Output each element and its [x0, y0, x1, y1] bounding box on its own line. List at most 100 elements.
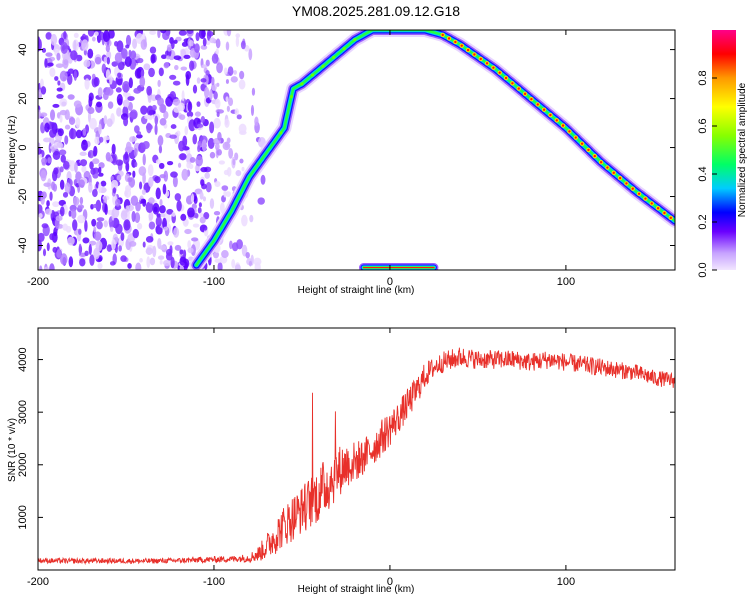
spectrogram-noise-blob [152, 245, 157, 258]
spectrogram-noise-blob [149, 46, 157, 54]
spectrogram-noise-blob [162, 217, 167, 230]
spectrogram-ridge-layer [189, 30, 675, 270]
spectrogram-noise-blob [77, 204, 85, 210]
spectrogram-ytick-label: 40 [17, 43, 29, 55]
spectrogram-noise-blob [209, 37, 216, 44]
spectrogram-noise-blob [94, 231, 102, 241]
spectrogram-ridge-bead-core [523, 92, 527, 96]
spectrogram-noise-blob [226, 105, 230, 112]
spectrogram-noise-blob [163, 111, 169, 120]
spectrogram-noise-blob [73, 100, 82, 108]
spectrogram-noise-blob [145, 247, 153, 255]
spectrogram-noise-blob [41, 191, 47, 199]
spectrogram-noise-blob [189, 156, 196, 163]
spectrogram-noise-blob [221, 250, 229, 259]
spectrogram-noise-blob [216, 111, 220, 118]
spectrogram-noise-blob [163, 62, 170, 69]
spectrogram-noise-blob [217, 261, 223, 270]
spectrogram-noise-blob [54, 76, 59, 81]
spectrogram-noise-blob [93, 247, 100, 260]
spectrogram-noise-blob [146, 85, 152, 96]
spectrogram-noise-blob [172, 175, 178, 188]
spectrogram-noise-blob [158, 145, 163, 154]
spectrogram-noise-blob [147, 164, 154, 177]
spectrogram-noise-blob [66, 73, 73, 86]
spectrogram-ridge-bead-core [669, 216, 672, 220]
spectrogram-noise-blob [207, 137, 215, 149]
spectrogram-noise-blob [126, 146, 134, 151]
spectrogram-noise-blob [232, 158, 236, 166]
spectrogram-ridge-bead-core [644, 197, 647, 200]
spectrogram-noise-blob [109, 226, 114, 232]
spectrogram-ridge-bead-core [555, 119, 558, 122]
spectrogram-noise-blob [82, 127, 87, 137]
spectrogram-noise-blob [139, 258, 143, 263]
spectrogram-noise-blob [149, 30, 157, 35]
spectrogram-noise-blob [115, 198, 121, 207]
spectrogram-ridge-bead [332, 55, 336, 60]
spectrogram-noise-blob [52, 246, 58, 253]
spectrogram-noise-blob [122, 80, 130, 93]
spectrogram-noise-blob [162, 31, 170, 41]
spectrogram-ridge-bead-core [441, 33, 444, 37]
spectrogram-noise-blob [129, 136, 136, 143]
spectrogram-noise-blob [39, 265, 43, 270]
spectrogram-noise-blob [114, 40, 119, 47]
spectrogram-noise-blob [88, 244, 92, 255]
spectrogram-noise-blob [55, 63, 64, 68]
spectrogram-ridge-bead-core [517, 87, 520, 90]
spectrogram-noise-blob [145, 235, 154, 243]
spectrogram-noise-blob [146, 256, 151, 269]
spectrogram-noise-blob [56, 249, 62, 258]
spectrogram-noise-blob [49, 67, 56, 78]
spectrogram-noise-blob [87, 150, 95, 159]
spectrogram-noise-blob [41, 161, 46, 166]
spectrogram-noise-blob [81, 39, 89, 51]
spectrogram-noise-blob [225, 191, 232, 197]
spectrogram-noise-blob [127, 96, 135, 102]
spectrogram-ridge-bead-core [492, 66, 495, 69]
spectrogram-noise-blob [47, 157, 52, 164]
spectrogram-noise-blob [250, 104, 255, 116]
spectrogram-noise-blob [176, 200, 182, 212]
spectrogram-ridge-bead [353, 38, 357, 42]
spectrogram-noise-blob [57, 128, 64, 137]
spectrogram-noise-blob [93, 150, 97, 157]
spectrogram-noise-blob [216, 62, 223, 74]
spectrogram-noise-blob [189, 60, 195, 71]
spectrogram-noise-blob [73, 32, 79, 38]
spectrogram-noise-blob [142, 241, 146, 248]
spectrogram-noise-blob [201, 139, 207, 152]
spectrogram-noise-blob [38, 39, 42, 51]
spectrogram-noise-blob [184, 228, 192, 235]
spectrogram-noise-blob [238, 79, 246, 90]
spectrogram-noise-blob [228, 148, 234, 159]
spectrogram-noise-blob [228, 97, 234, 107]
spectrogram-noise-blob [109, 261, 116, 266]
spectrogram-noise-blob [49, 129, 57, 138]
spectrogram-noise-blob [135, 201, 141, 212]
spectrogram-ridge-bead-core [631, 187, 634, 190]
spectrogram-xtick-label: -200 [27, 276, 49, 288]
spectrogram-noise-blob [151, 104, 157, 111]
spectrogram-noise-blob [194, 111, 201, 117]
spectrogram-noise-blob [173, 227, 180, 238]
spectrogram-noise-blob [62, 160, 70, 170]
spectrogram-noise-blob [170, 256, 175, 269]
spectrogram-noise-blob [159, 259, 163, 265]
spectrogram-noise-blob [64, 182, 71, 195]
spectrogram-noise-blob [194, 43, 200, 53]
spectrogram-noise-blob [58, 149, 67, 156]
spectrogram-noise-blob [92, 203, 98, 208]
spectrogram-noise-blob [212, 251, 219, 259]
spectrogram-noise-blob [92, 188, 98, 198]
spectrogram-noise-blob [213, 91, 218, 100]
spectrogram-noise-blob [43, 137, 51, 143]
spectrogram-noise-blob [221, 185, 229, 191]
snr-xtick-label: 100 [557, 576, 575, 588]
spectrogram-noise-blob [186, 30, 194, 35]
spectrogram-noise-blob [114, 52, 123, 64]
spectrogram-noise-blob [107, 101, 114, 109]
spectrogram-noise-blob [38, 109, 41, 120]
spectrogram-noise-blob [124, 151, 129, 161]
